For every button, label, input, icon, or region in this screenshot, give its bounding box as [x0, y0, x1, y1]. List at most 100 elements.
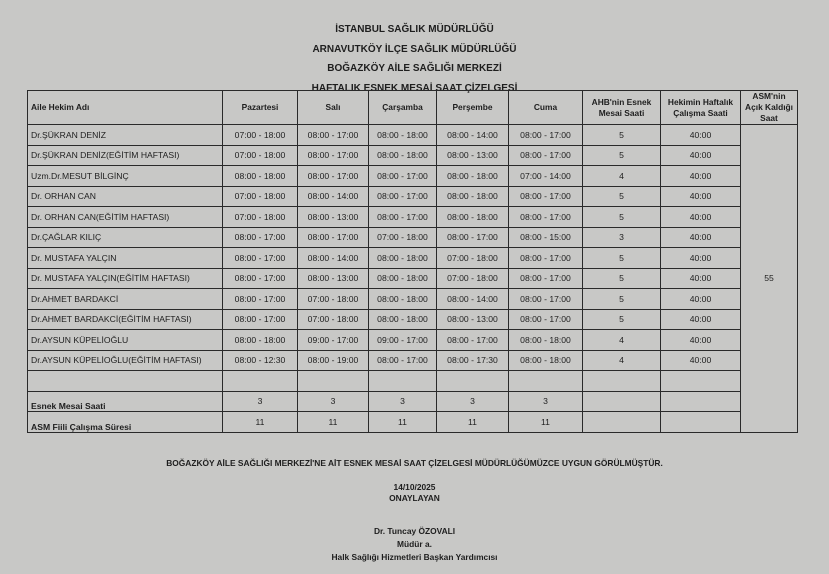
table-cell: 08:00 - 14:00 — [297, 185, 369, 207]
table-cell: 08:00 - 13:00 — [436, 144, 509, 166]
doctor-name: Uzm.Dr.MESUT BİLGİNÇ — [27, 165, 223, 187]
table-cell: 08:00 - 14:00 — [297, 247, 369, 269]
title-line-2: ARNAVUTKÖY İLÇE SAĞLIK MÜDÜRLÜĞÜ — [312, 43, 517, 55]
table-row: Dr.ÇAĞLAR KILIÇ 08:00 - 17:00 08:00 - 17:0… — [27, 226, 798, 248]
table-cell: 08:00 - 17:00 — [508, 206, 583, 228]
table-cell: 40:00 — [660, 349, 741, 371]
table-row: Uzm.Dr.MESUT BİLGİNÇ 08:00 - 18:00 08:00 -… — [27, 165, 798, 187]
table-cell — [508, 370, 583, 392]
table-row: Dr.AHMET BARDAKCİ 08:00 - 17:00 07:00 - 18… — [27, 288, 798, 310]
approval-date: 14/10/2025 — [393, 482, 436, 492]
table-cell: 07:00 - 18:00 — [297, 308, 369, 330]
table-cell: 11 — [222, 411, 298, 433]
table-cell: 08:00 - 13:00 — [297, 206, 369, 228]
table-cell: 08:00 - 18:00 — [508, 329, 583, 351]
table-cell: 08:00 - 14:00 — [436, 124, 509, 146]
table-cell: 3 — [582, 226, 661, 248]
table-cell — [297, 370, 369, 392]
table-cell — [582, 370, 661, 392]
table-cell: 08:00 - 18:00 — [436, 206, 509, 228]
table-row: Dr.AHMET BARDAKCİ(EĞİTİM HAFTASI) 08:00 -… — [27, 308, 798, 330]
column-header: Cuma — [508, 90, 583, 125]
column-header: Pazartesi — [222, 90, 298, 125]
table-cell: 3 — [436, 390, 509, 412]
table-cell — [436, 370, 509, 392]
table-cell: 40:00 — [660, 308, 741, 330]
table-cell: 40:00 — [660, 329, 741, 351]
table-cell: 08:00 - 17:00 — [222, 247, 298, 269]
table-cell: 08:00 - 17:00 — [368, 349, 437, 371]
table-cell: 08:00 - 17:00 — [508, 288, 583, 310]
doctor-name: Dr. MUSTAFA YALÇIN(EĞİTİM HAFTASI) — [27, 267, 223, 289]
header-row: Aile Hekim Adı Pazartesi Salı Çarşamba Perşe… — [27, 90, 798, 125]
table-cell: 07:00 - 18:00 — [222, 185, 298, 207]
table-cell: 07:00 - 18:00 — [436, 267, 509, 289]
column-header: Perşembe — [436, 90, 509, 125]
table-cell: 08:00 - 17:00 — [368, 185, 437, 207]
table-cell: 40:00 — [660, 288, 741, 310]
table-cell: 07:00 - 18:00 — [222, 144, 298, 166]
table-cell: 4 — [582, 165, 661, 187]
doctor-name: Dr.AHMET BARDAKCİ — [27, 288, 223, 310]
table-cell: 3 — [368, 390, 437, 412]
table-cell: 08:00 - 17:00 — [508, 144, 583, 166]
table-cell — [222, 370, 298, 392]
table-cell: 08:00 - 17:00 — [222, 226, 298, 248]
table-cell: 08:00 - 17:00 — [222, 308, 298, 330]
column-header: Aile Hekim Adı — [27, 90, 223, 125]
table-cell: 40:00 — [660, 247, 741, 269]
column-header: Hekimin Haftalık Çalışma Saati — [660, 90, 741, 125]
table-row: Dr.ŞÜKRAN DENİZ(EĞİTİM HAFTASI) 07:00 - 1… — [27, 144, 798, 166]
table-cell: 08:00 - 13:00 — [297, 267, 369, 289]
table-cell: 08:00 - 18:00 — [368, 124, 437, 146]
table-cell: 08:00 - 18:00 — [368, 144, 437, 166]
table-cell: 5 — [582, 267, 661, 289]
table-cell: 11 — [508, 411, 583, 433]
table-cell: 08:00 - 12:30 — [222, 349, 298, 371]
table-cell: 40:00 — [660, 185, 741, 207]
doctor-name: Dr.AYSUN KÜPELİOĞLU(EĞİTİM HAFTASI) — [27, 349, 223, 371]
table-cell: 40:00 — [660, 124, 741, 146]
table-cell: 11 — [436, 411, 509, 433]
table-cell: 08:00 - 13:00 — [436, 308, 509, 330]
table-cell: 40:00 — [660, 226, 741, 248]
table-cell: 08:00 - 19:00 — [297, 349, 369, 371]
table-cell: 40:00 — [660, 144, 741, 166]
table-cell: 09:00 - 17:00 — [297, 329, 369, 351]
table-cell: 08:00 - 17:00 — [222, 267, 298, 289]
table-row: Dr. ORHAN CAN(EĞİTİM HAFTASI) 07:00 - 18:… — [27, 206, 798, 228]
signer-role: Müdür a. — [397, 539, 432, 549]
doctor-name: Dr.ŞÜKRAN DENİZ — [27, 124, 223, 146]
table-cell: 08:00 - 18:00 — [368, 267, 437, 289]
table-cell: 08:00 - 17:00 — [297, 124, 369, 146]
document-titles: İSTANBUL SAĞLIK MÜDÜRLÜĞÜ ARNAVUTKÖY İLÇ… — [0, 20, 829, 98]
table-cell — [660, 390, 741, 412]
column-header: Çarşamba — [368, 90, 437, 125]
table-cell: 08:00 - 17:00 — [297, 144, 369, 166]
summary-row: ASM Fiili Çalışma Süresi 11 11 11 11 11 — [27, 411, 798, 433]
table-row: Dr. MUSTAFA YALÇIN 08:00 - 17:00 08:00 - 1… — [27, 247, 798, 269]
doctor-name — [27, 370, 223, 392]
table-cell: 08:00 - 17:00 — [508, 185, 583, 207]
table-cell: 07:00 - 18:00 — [368, 226, 437, 248]
table-cell: 40:00 — [660, 206, 741, 228]
table-cell: 07:00 - 18:00 — [297, 288, 369, 310]
table-cell: 07:00 - 18:00 — [222, 206, 298, 228]
summary-label: ASM Fiili Çalışma Süresi — [27, 411, 223, 433]
table-cell: 4 — [582, 329, 661, 351]
table-cell: 08:00 - 17:00 — [222, 288, 298, 310]
doctor-name: Dr.AHMET BARDAKCİ(EĞİTİM HAFTASI) — [27, 308, 223, 330]
table-cell: 08:00 - 18:00 — [368, 247, 437, 269]
table-cell: 08:00 - 17:00 — [508, 267, 583, 289]
table-cell — [368, 370, 437, 392]
table-cell: 08:00 - 17:00 — [297, 165, 369, 187]
table-cell: 08:00 - 14:00 — [436, 288, 509, 310]
doctor-name: Dr. ORHAN CAN(EĞİTİM HAFTASI) — [27, 206, 223, 228]
table-row — [27, 370, 798, 392]
table-cell: 09:00 - 17:00 — [368, 329, 437, 351]
table-cell — [660, 370, 741, 392]
table-cell: 08:00 - 17:00 — [508, 308, 583, 330]
column-header: ASM'nin Açık Kaldığı Saat — [740, 90, 798, 125]
table-cell: 08:00 - 17:00 — [508, 247, 583, 269]
table-cell: 08:00 - 17:00 — [436, 329, 509, 351]
